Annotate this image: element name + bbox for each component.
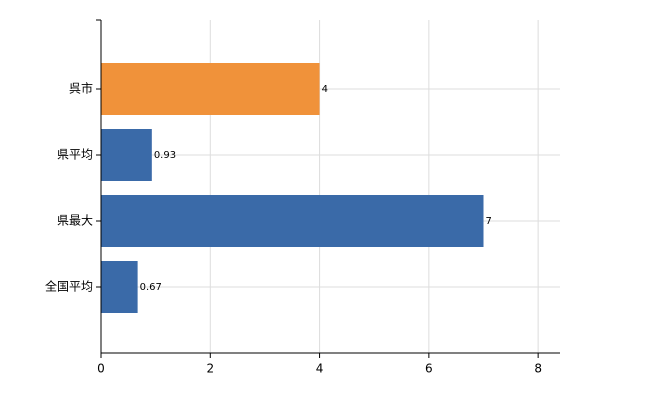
x-tick-label: 6: [425, 362, 433, 376]
y-tick-label: 全国平均: [45, 279, 93, 294]
value-label: 4: [322, 84, 328, 95]
x-tick-label: 2: [206, 362, 214, 376]
bar: [101, 261, 138, 313]
x-tick-label: 0: [97, 362, 105, 376]
value-label: 0.93: [154, 150, 176, 161]
x-tick-label: 8: [534, 362, 542, 376]
x-tick-label: 4: [316, 362, 324, 376]
bar: [101, 129, 152, 181]
value-label: 0.67: [140, 282, 162, 293]
bar: [101, 63, 320, 115]
bar: [101, 195, 484, 247]
y-tick-label: 県平均: [57, 148, 93, 162]
value-label: 7: [486, 216, 492, 227]
y-tick-label: 県最大: [57, 214, 93, 228]
y-tick-label: 呉市: [69, 81, 93, 96]
